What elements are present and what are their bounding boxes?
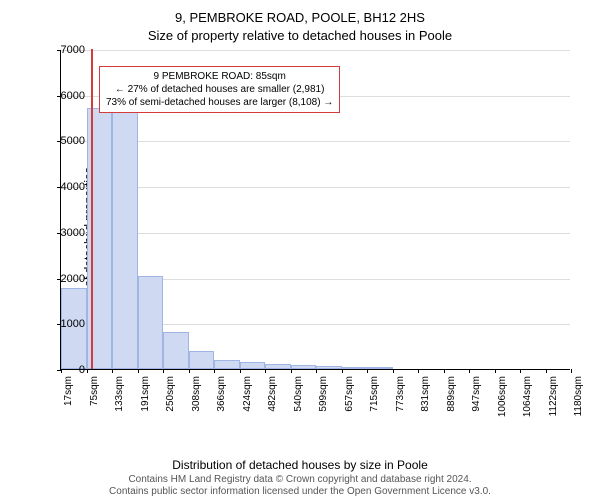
xtick-mark (342, 369, 343, 373)
xtick-mark (163, 369, 164, 373)
histogram-bar (214, 360, 240, 369)
xtick-label: 657sqm (344, 376, 355, 426)
histogram-bar (138, 276, 164, 369)
ytick-label: 0 (45, 364, 85, 376)
xtick-mark (367, 369, 368, 373)
xtick-mark (316, 369, 317, 373)
xtick-label: 17sqm (63, 376, 74, 426)
ytick-label: 6000 (45, 90, 85, 102)
footer-line2: Contains public sector information licen… (0, 486, 600, 498)
xtick-label: 133sqm (114, 376, 125, 426)
footer-line1: Contains HM Land Registry data © Crown c… (0, 474, 600, 486)
xtick-label: 831sqm (420, 376, 431, 426)
chart-container: 9 PEMBROKE ROAD: 85sqm← 27% of detached … (60, 50, 570, 420)
histogram-bar (291, 365, 317, 369)
xtick-mark (571, 369, 572, 373)
ytick-label: 3000 (45, 227, 85, 239)
ytick-label: 4000 (45, 181, 85, 193)
histogram-bar (342, 367, 368, 369)
xtick-label: 1122sqm (548, 376, 559, 426)
histogram-bar (367, 367, 393, 369)
xtick-label: 308sqm (191, 376, 202, 426)
xtick-label: 250sqm (165, 376, 176, 426)
histogram-bar (316, 366, 342, 369)
histogram-bar (240, 362, 266, 369)
histogram-bar (112, 107, 138, 369)
xtick-mark (520, 369, 521, 373)
chart-title-sub: Size of property relative to detached ho… (0, 28, 600, 43)
xtick-label: 540sqm (293, 376, 304, 426)
chart-title-main: 9, PEMBROKE ROAD, POOLE, BH12 2HS (0, 10, 600, 25)
ytick-label: 7000 (45, 44, 85, 56)
plot-area: 9 PEMBROKE ROAD: 85sqm← 27% of detached … (60, 50, 570, 370)
xtick-mark (240, 369, 241, 373)
histogram-bar (189, 351, 215, 369)
xtick-label: 424sqm (242, 376, 253, 426)
xtick-label: 1006sqm (497, 376, 508, 426)
xtick-mark (138, 369, 139, 373)
ytick-label: 2000 (45, 273, 85, 285)
ytick-label: 5000 (45, 135, 85, 147)
gridline (61, 50, 570, 51)
xtick-mark (469, 369, 470, 373)
xtick-label: 889sqm (446, 376, 457, 426)
highlight-line (91, 49, 93, 369)
xtick-mark (265, 369, 266, 373)
xtick-label: 715sqm (369, 376, 380, 426)
xtick-label: 599sqm (318, 376, 329, 426)
histogram-bar (163, 332, 189, 369)
xtick-label: 366sqm (216, 376, 227, 426)
xtick-label: 947sqm (471, 376, 482, 426)
xtick-mark (393, 369, 394, 373)
xtick-label: 482sqm (267, 376, 278, 426)
xtick-mark (214, 369, 215, 373)
xtick-mark (112, 369, 113, 373)
xtick-mark (546, 369, 547, 373)
xtick-label: 191sqm (140, 376, 151, 426)
x-axis-label: Distribution of detached houses by size … (0, 458, 600, 472)
xtick-label: 1180sqm (573, 376, 584, 426)
xtick-label: 1064sqm (522, 376, 533, 426)
xtick-label: 75sqm (89, 376, 100, 426)
xtick-mark (444, 369, 445, 373)
xtick-mark (189, 369, 190, 373)
xtick-mark (418, 369, 419, 373)
annotation-line: 9 PEMBROKE ROAD: 85sqm (106, 70, 333, 83)
xtick-mark (495, 369, 496, 373)
histogram-bar (265, 364, 291, 369)
footer-attribution: Contains HM Land Registry data © Crown c… (0, 474, 600, 498)
xtick-mark (291, 369, 292, 373)
annotation-line: 73% of semi-detached houses are larger (… (106, 96, 333, 109)
xtick-mark (87, 369, 88, 373)
annotation-box: 9 PEMBROKE ROAD: 85sqm← 27% of detached … (99, 66, 340, 113)
annotation-line: ← 27% of detached houses are smaller (2,… (106, 83, 333, 96)
ytick-label: 1000 (45, 318, 85, 330)
xtick-label: 773sqm (395, 376, 406, 426)
